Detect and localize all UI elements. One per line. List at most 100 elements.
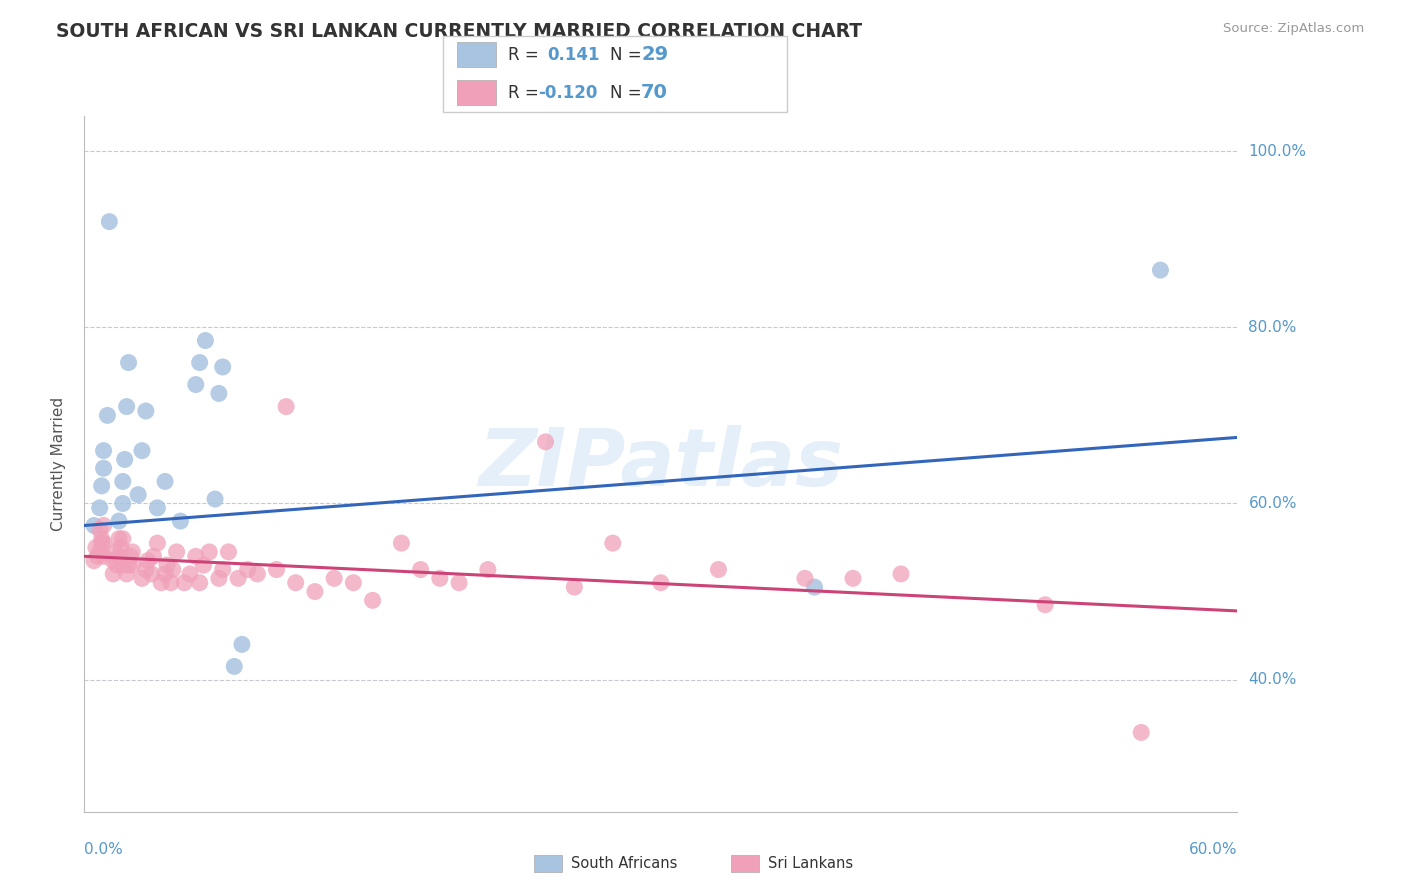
Point (208, 571, 231, 585)
Point (111, 532, 134, 546)
Text: Sri Lankans: Sri Lankans (768, 856, 853, 871)
Point (447, 575, 470, 590)
Point (361, 593, 384, 607)
Point (121, 558, 143, 573)
Point (562, 580, 585, 594)
Point (108, 549, 131, 564)
Text: -0.120: -0.120 (538, 84, 598, 102)
Point (842, 571, 865, 585)
Point (477, 562, 499, 576)
Point (93, 518, 115, 533)
Point (111, 558, 134, 573)
Point (111, 496, 134, 510)
Point (1149, 263, 1171, 277)
Point (156, 558, 179, 573)
Point (266, 562, 288, 576)
Point (304, 584, 326, 599)
Point (150, 575, 173, 590)
Point (323, 571, 346, 585)
Point (108, 514, 131, 528)
Point (89, 523, 111, 537)
Point (166, 545, 188, 559)
Point (162, 562, 184, 576)
Point (198, 545, 221, 559)
Point (342, 575, 364, 590)
Point (169, 514, 191, 528)
Text: Source: ZipAtlas.com: Source: ZipAtlas.com (1223, 22, 1364, 36)
Point (1033, 598, 1056, 612)
Point (707, 562, 730, 576)
Point (391, 536, 413, 550)
Point (193, 558, 215, 573)
Point (117, 355, 139, 369)
Point (650, 575, 672, 590)
Point (274, 400, 298, 414)
Point (159, 575, 183, 590)
Text: 29: 29 (641, 45, 668, 64)
Point (284, 575, 307, 590)
Point (793, 571, 815, 585)
Text: 80.0%: 80.0% (1249, 320, 1296, 334)
Point (602, 536, 624, 550)
Point (83, 554, 105, 568)
Point (188, 355, 211, 369)
Point (131, 571, 153, 585)
Point (211, 359, 233, 374)
Point (534, 434, 557, 449)
Text: 70: 70 (641, 83, 668, 102)
Text: N =: N = (610, 84, 647, 102)
Point (184, 549, 207, 564)
Point (90, 536, 112, 550)
Point (890, 566, 912, 581)
Point (98, 214, 121, 228)
Point (153, 475, 176, 489)
Point (803, 580, 825, 594)
Point (89, 545, 111, 559)
Text: 60.0%: 60.0% (1249, 496, 1296, 511)
Text: 60.0%: 60.0% (1189, 842, 1237, 857)
Point (246, 566, 269, 581)
Point (231, 637, 253, 651)
Point (1130, 725, 1153, 739)
Point (90, 479, 112, 493)
Point (217, 545, 239, 559)
Point (103, 554, 124, 568)
Point (136, 554, 159, 568)
Point (429, 571, 451, 585)
Point (153, 566, 176, 581)
Point (108, 532, 131, 546)
Point (93, 443, 115, 458)
Point (90, 532, 112, 546)
Text: SOUTH AFRICAN VS SRI LANKAN CURRENTLY MARRIED CORRELATION CHART: SOUTH AFRICAN VS SRI LANKAN CURRENTLY MA… (56, 22, 862, 41)
Point (141, 566, 163, 581)
Point (84, 541, 107, 555)
Point (184, 377, 207, 392)
Point (142, 549, 165, 564)
Text: 0.0%: 0.0% (84, 842, 124, 857)
Text: 100.0%: 100.0% (1249, 144, 1306, 159)
Text: 40.0%: 40.0% (1249, 672, 1296, 687)
Point (111, 475, 134, 489)
Point (115, 400, 138, 414)
Text: South Africans: South Africans (571, 856, 678, 871)
Point (131, 443, 153, 458)
Point (83, 518, 105, 533)
Point (93, 536, 115, 550)
Point (87, 549, 110, 564)
Point (127, 488, 149, 502)
Point (104, 545, 127, 559)
Point (188, 575, 211, 590)
Point (224, 659, 246, 673)
Text: ZIPatlas: ZIPatlas (478, 425, 844, 503)
Point (135, 404, 157, 418)
Point (105, 558, 128, 573)
Text: N =: N = (610, 45, 647, 63)
Point (204, 491, 226, 506)
Point (89, 500, 111, 515)
Point (179, 566, 201, 581)
Point (117, 558, 139, 573)
Point (120, 549, 142, 564)
Point (115, 566, 138, 581)
Point (93, 461, 115, 475)
Y-axis label: Currently Married: Currently Married (51, 397, 66, 531)
